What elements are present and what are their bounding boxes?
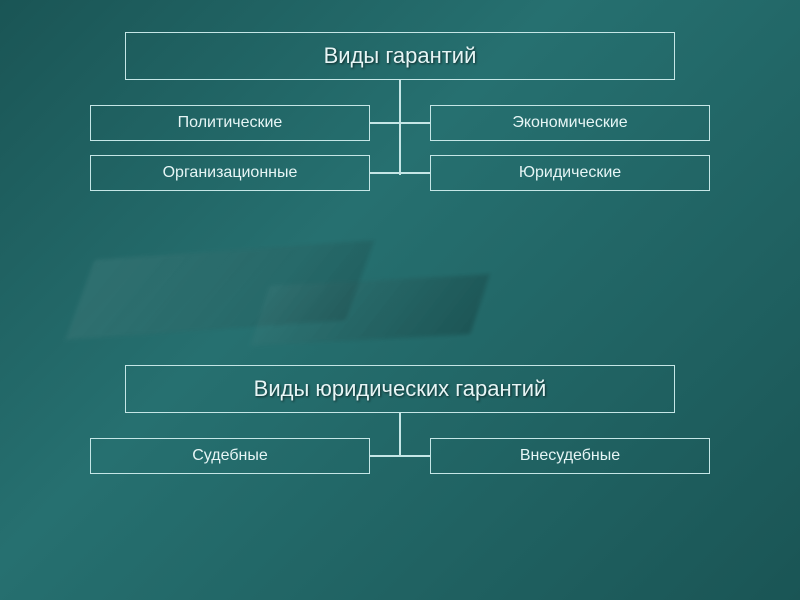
diagram2-child-0: Судебные: [90, 438, 370, 474]
diagram1-hline-1: [370, 172, 430, 174]
diagram2-title-box: Виды юридических гарантий: [125, 365, 675, 413]
diagram1-child-1: Экономические: [430, 105, 710, 141]
diagram2-vline: [399, 413, 401, 457]
diagram1-child-2: Организационные: [90, 155, 370, 191]
diagram1-title-box: Виды гарантий: [125, 32, 675, 80]
diagram1-vline: [399, 80, 401, 175]
diagram2-child-1: Внесудебные: [430, 438, 710, 474]
diagram2-hline-0: [370, 455, 430, 457]
diagram1-child-3: Юридические: [430, 155, 710, 191]
diagram1-child-0: Политические: [90, 105, 370, 141]
diagram1-hline-0: [370, 122, 430, 124]
